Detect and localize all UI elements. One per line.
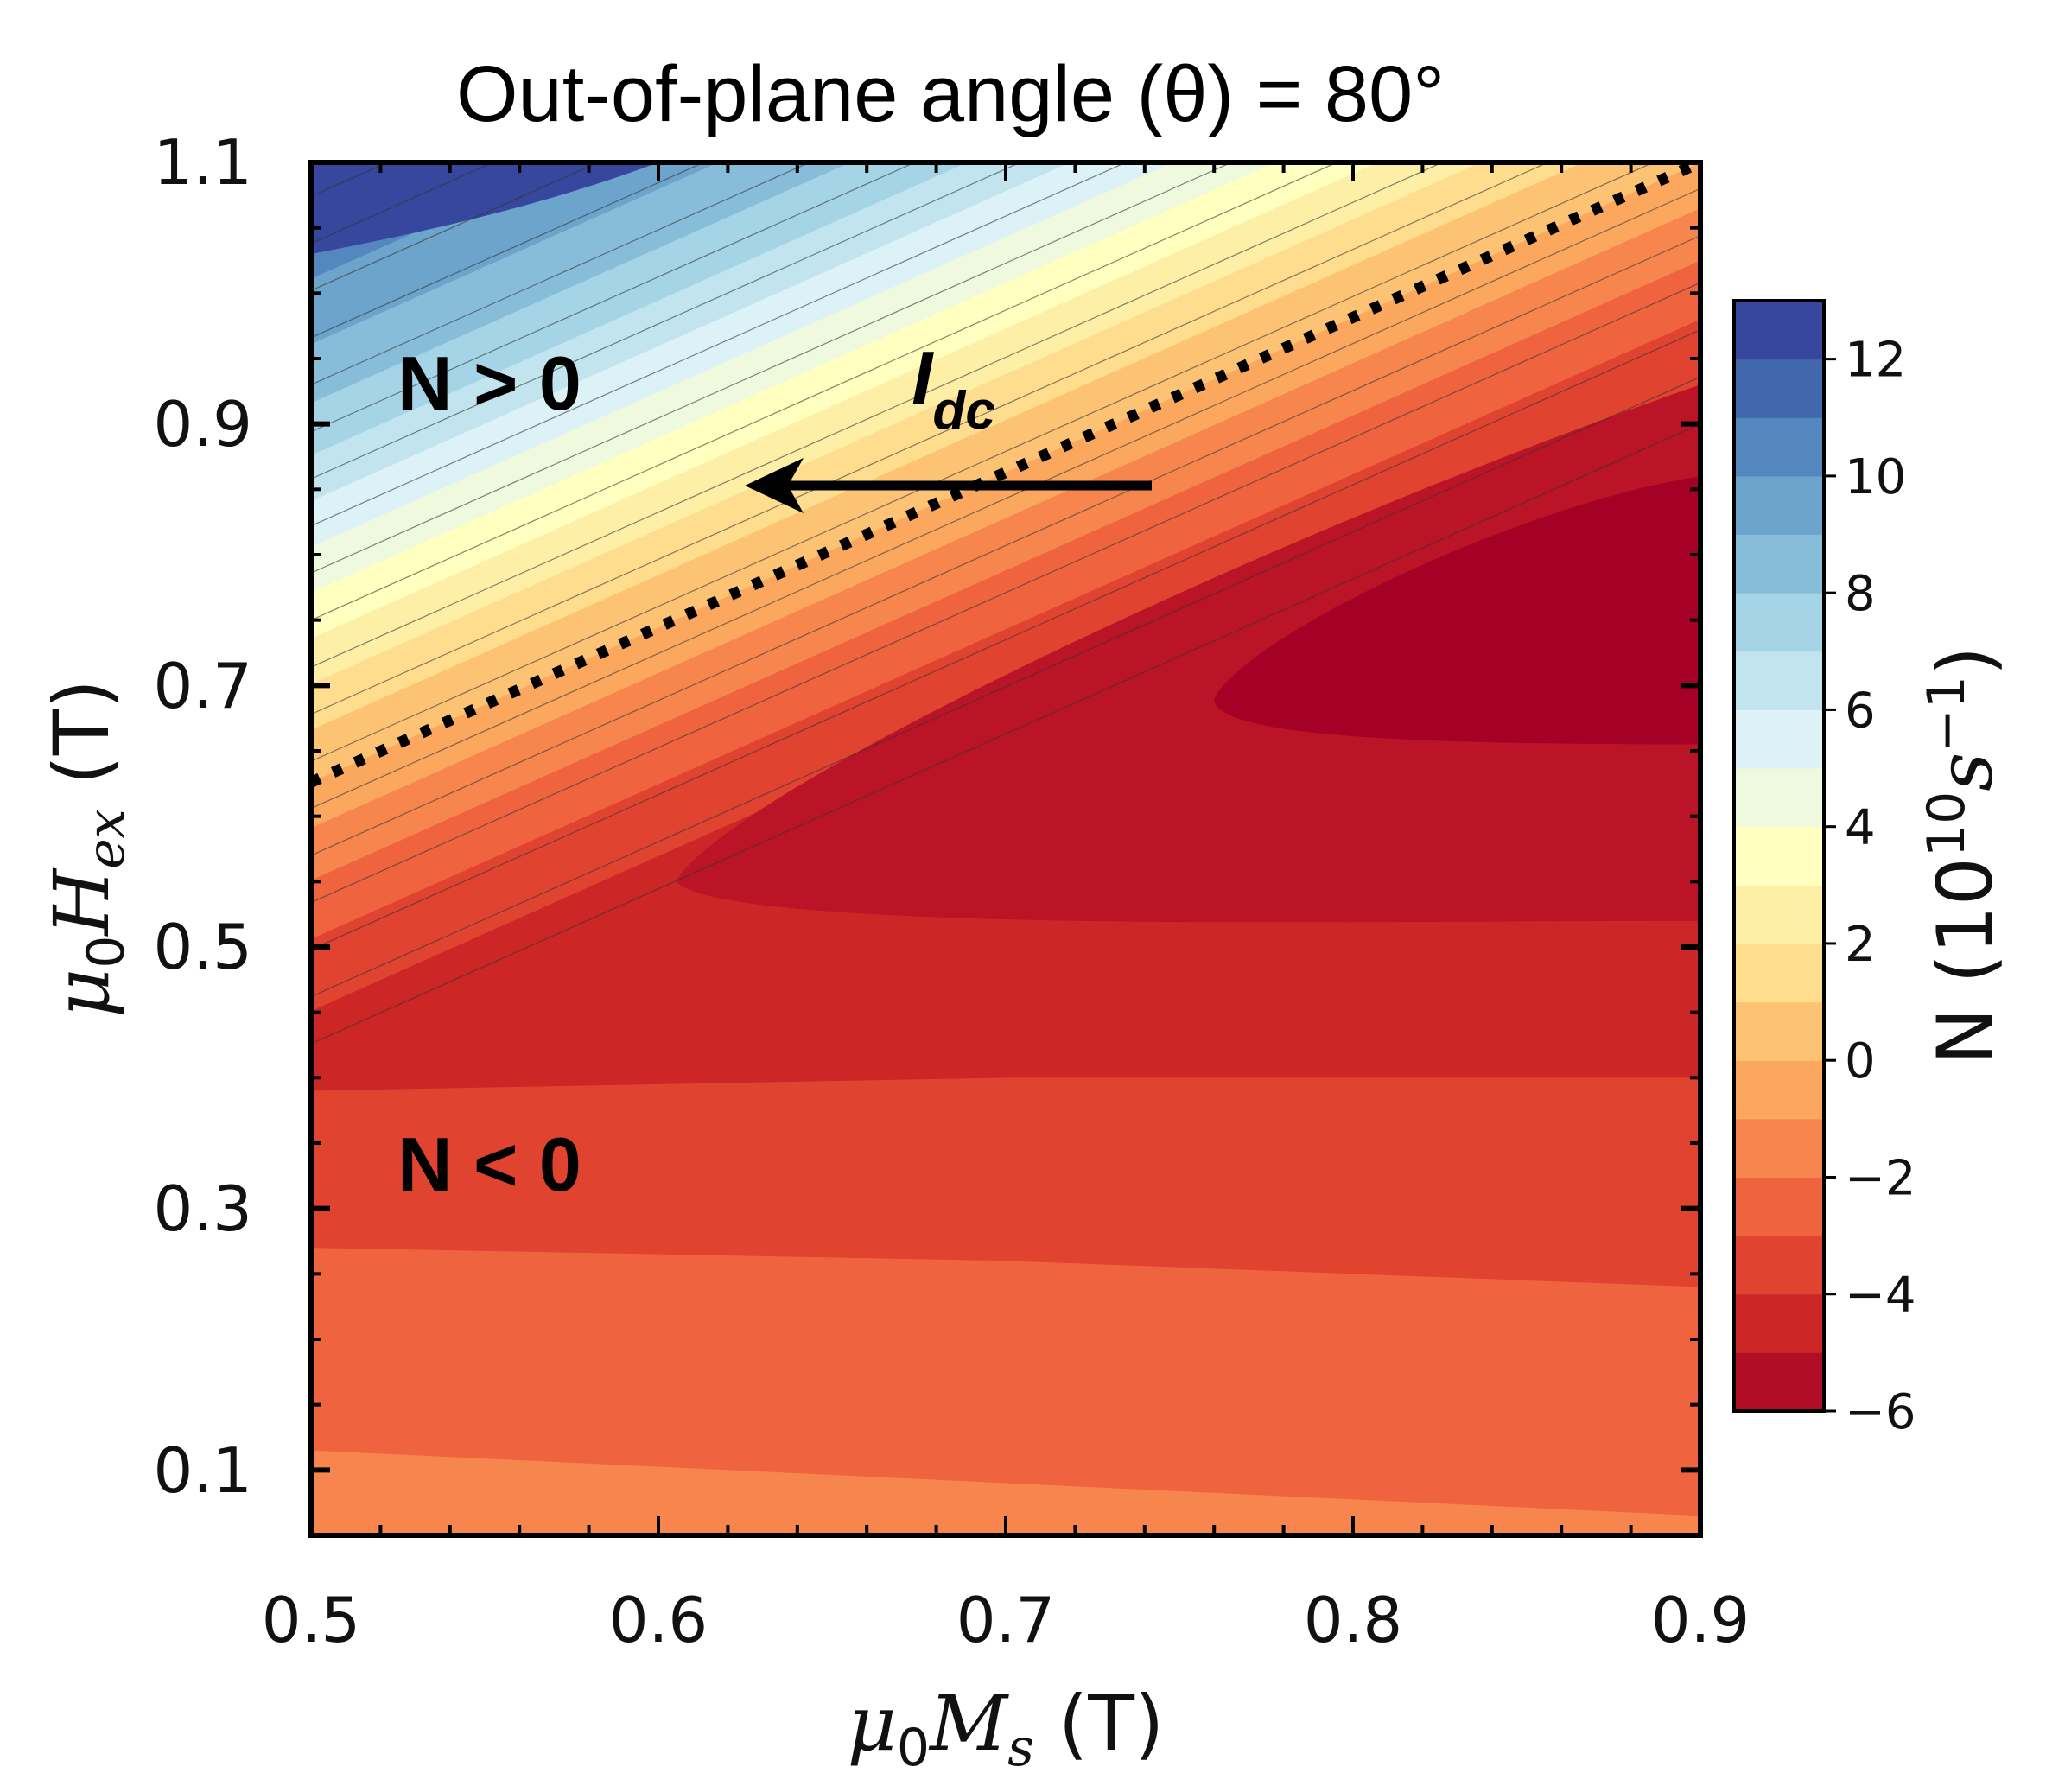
y-tick-label: 0.9	[153, 388, 252, 461]
colorbar-band	[1734, 475, 1824, 536]
top-left-cap	[311, 162, 658, 254]
contour-lines	[311, 162, 1700, 1045]
colorbar-band	[1734, 1118, 1824, 1178]
colorbar-frame	[1732, 299, 1826, 1413]
annotation-positive-region: N > 0	[397, 340, 581, 426]
y-axis-tick-labels: 0.1 0.3 0.5 0.7 0.9 1.1	[153, 126, 252, 1507]
contour-line	[311, 329, 1700, 950]
colorbar-band	[1734, 1352, 1824, 1411]
colorbar-band	[1734, 651, 1824, 710]
colorbar-tick-label: 12	[1845, 333, 1906, 389]
colorbar-band	[1734, 885, 1824, 944]
colorbar-tick-label: −6	[1845, 1384, 1916, 1440]
lobe-level-minus6	[1214, 476, 1700, 745]
y-tick-label: 0.3	[153, 1172, 252, 1245]
contour-line	[311, 162, 917, 433]
x-tick-label: 0.7	[956, 1584, 1056, 1656]
colorbar-bands	[1734, 301, 1824, 1411]
current-label: Idc	[912, 335, 995, 441]
contour-line	[311, 162, 1338, 621]
band-level-minus3	[311, 1248, 1700, 1535]
current-subscript: dc	[932, 381, 994, 441]
colorbar-band	[1734, 1060, 1824, 1120]
colorbar-band	[1734, 826, 1824, 886]
colorbar-tick-label: 6	[1845, 683, 1876, 739]
x-tick-label: 0.6	[609, 1584, 708, 1656]
colorbar-label: N (1010s−1)	[1916, 646, 2010, 1064]
contour-line	[311, 162, 1233, 574]
colorbar-band	[1734, 593, 1824, 652]
annotation-negative-region: N < 0	[397, 1122, 581, 1207]
y-axis-label: μ0Hex (T)	[37, 679, 137, 1018]
x-axis-tick-labels: 0.5 0.6 0.7 0.8 0.9	[262, 1584, 1750, 1656]
x-tick-label: 0.5	[262, 1584, 361, 1656]
colorbar-band	[1734, 768, 1824, 828]
x-axis-label: μ0Ms (T)	[848, 1679, 1165, 1778]
colorbar-tick-label: 2	[1845, 917, 1876, 973]
band-level-minus2	[311, 1450, 1700, 1535]
colorbar-band	[1734, 1177, 1824, 1236]
contour-line	[311, 423, 1700, 1045]
contour-line	[311, 162, 1128, 527]
contour-line	[311, 162, 811, 385]
contour-line	[311, 162, 1444, 668]
colorbar-band	[1734, 534, 1824, 594]
x-axis-ticks	[309, 162, 1702, 1535]
colorbar-tick-label: −2	[1845, 1150, 1916, 1206]
colorbar: −6 −4 −2 0 2 4 6 8 10 12 N (1010s−1)	[1732, 299, 2010, 1440]
x-tick-label: 0.9	[1651, 1584, 1750, 1656]
contour-line	[311, 235, 1700, 856]
y-tick-label: 1.1	[153, 126, 252, 199]
y-tick-label: 0.1	[153, 1434, 252, 1507]
contour-line	[311, 376, 1700, 998]
contour-plot-area	[311, 162, 1700, 1535]
contour-line	[311, 282, 1700, 904]
colorbar-band	[1734, 1293, 1824, 1353]
contour-line	[311, 162, 600, 291]
colorbar-band	[1734, 1236, 1824, 1295]
colorbar-tick-label: −4	[1845, 1268, 1916, 1324]
colorbar-ticks: −6 −4 −2 0 2 4 6 8 10 12	[1824, 333, 1916, 1440]
colorbar-band	[1734, 417, 1824, 477]
contour-line	[311, 162, 1550, 715]
colorbar-band	[1734, 1001, 1824, 1061]
colorbar-tick-label: 8	[1845, 566, 1876, 622]
colorbar-tick-label: 0	[1845, 1033, 1876, 1090]
diagonal-band-positive	[311, 162, 1700, 404]
contour-line	[311, 162, 1655, 762]
colorbar-band	[1734, 359, 1824, 418]
colorbar-band	[1734, 709, 1824, 769]
x-tick-label: 0.8	[1304, 1584, 1403, 1656]
chart-title: Out-of-plane angle (θ) = 80°	[456, 50, 1445, 138]
contour-fills	[311, 162, 1700, 1535]
colorbar-tick-label: 4	[1845, 800, 1876, 856]
colorbar-tick-label: 10	[1845, 449, 1906, 505]
arrow-head	[745, 458, 804, 513]
current-symbol: I	[912, 335, 934, 421]
lobe-level-minus5	[676, 384, 1700, 923]
current-arrow	[745, 458, 1152, 513]
y-axis-ticks	[311, 160, 1700, 1473]
contour-line	[311, 162, 706, 339]
colorbar-band	[1734, 301, 1824, 360]
y-tick-label: 0.7	[153, 650, 252, 722]
y-tick-label: 0.5	[153, 911, 252, 983]
colorbar-band	[1734, 943, 1824, 1003]
contour-line	[311, 187, 1700, 810]
